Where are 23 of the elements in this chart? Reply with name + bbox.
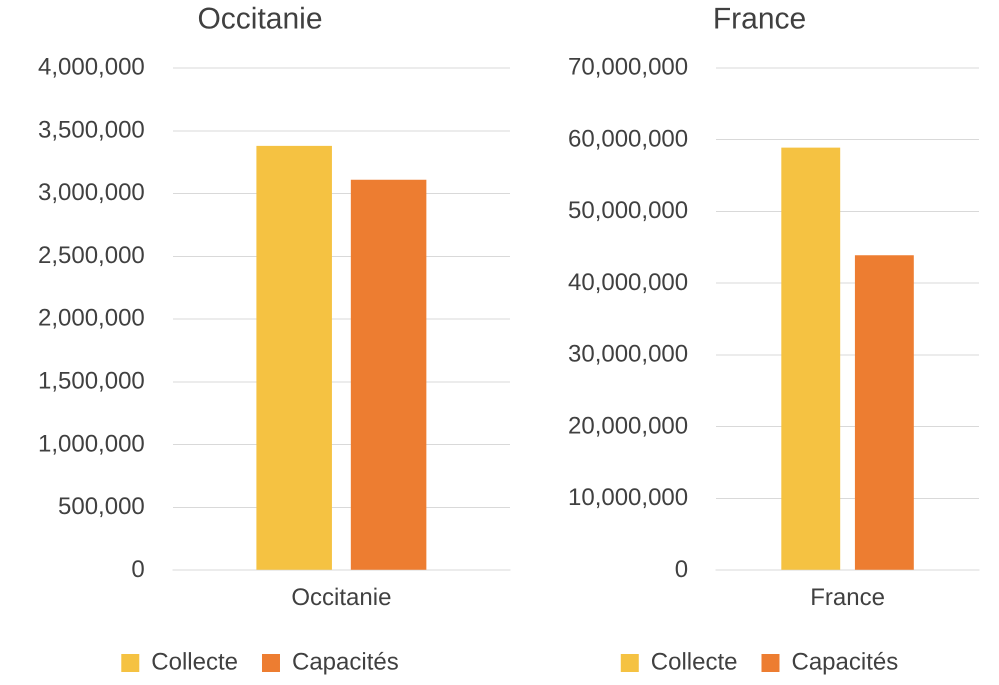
y-tick-label: 50,000,000 <box>568 197 688 224</box>
y-tick-label: 2,000,000 <box>38 304 145 332</box>
y-tick-label: 3,000,000 <box>38 179 145 206</box>
legend-label: Capacités <box>292 648 399 676</box>
y-tick-label: 70,000,000 <box>568 54 688 81</box>
legend-label: Capacités <box>791 648 898 676</box>
y-tick-label: 0 <box>674 556 688 583</box>
y-tick-label: 40,000,000 <box>568 268 688 296</box>
chart-title: Occitanie <box>197 2 323 36</box>
y-tick-label: 30,000,000 <box>568 340 688 368</box>
legend-label: Collecte <box>151 648 238 676</box>
y-tick-label: 1,500,000 <box>38 368 145 394</box>
y-tick-label: 3,500,000 <box>38 116 145 144</box>
legend-label: Collecte <box>650 648 738 676</box>
chart-title: France <box>712 2 806 36</box>
y-tick-label: 500,000 <box>58 493 145 520</box>
y-tick-label: 60,000,000 <box>568 125 688 152</box>
y-tick-label: 4,000,000 <box>38 54 145 81</box>
y-tick-label: 10,000,000 <box>568 484 688 512</box>
y-tick-label: 1,000,000 <box>38 430 145 458</box>
y-tick-label: 0 <box>131 556 145 583</box>
y-tick-label: 20,000,000 <box>568 412 688 440</box>
y-tick-label: 2,500,000 <box>38 242 145 269</box>
